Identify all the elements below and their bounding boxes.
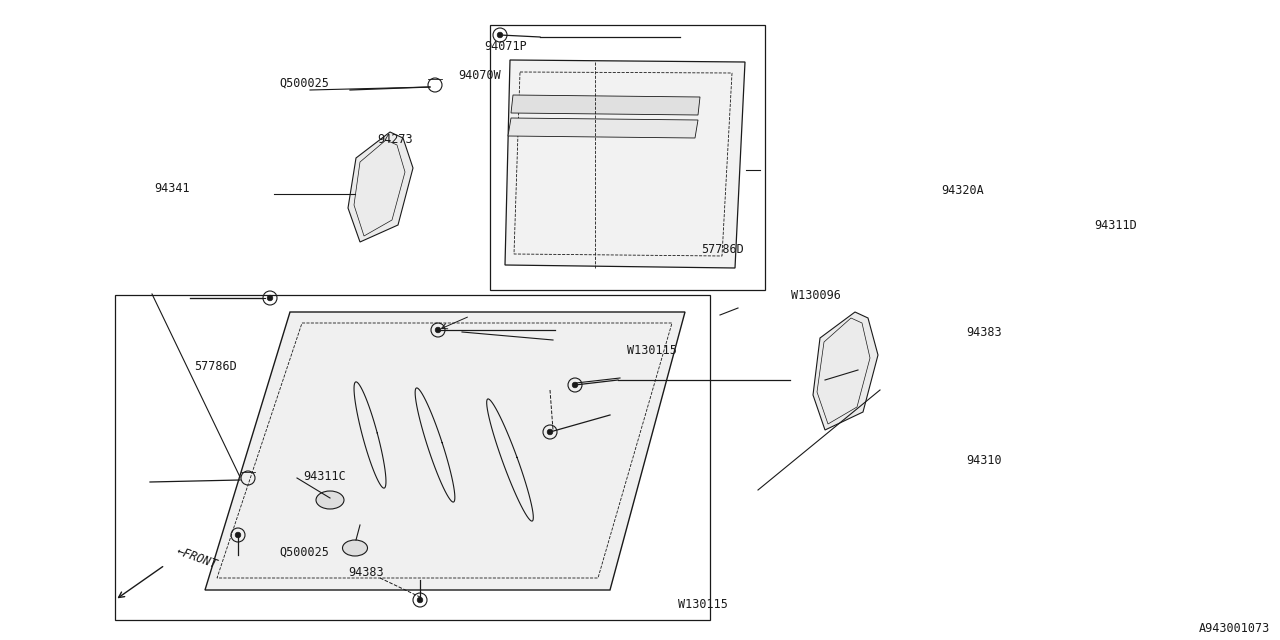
Text: ←FRONT: ←FRONT bbox=[175, 545, 220, 572]
Circle shape bbox=[435, 327, 440, 333]
Polygon shape bbox=[511, 95, 700, 115]
Text: 57786D: 57786D bbox=[701, 243, 744, 256]
Polygon shape bbox=[506, 60, 745, 268]
Text: 94383: 94383 bbox=[966, 326, 1002, 339]
Text: Q500025: Q500025 bbox=[279, 545, 329, 558]
Circle shape bbox=[497, 32, 503, 38]
Circle shape bbox=[417, 597, 422, 603]
Text: 94320A: 94320A bbox=[941, 184, 983, 197]
Polygon shape bbox=[205, 312, 685, 590]
Polygon shape bbox=[348, 132, 413, 242]
Text: W130096: W130096 bbox=[791, 289, 841, 302]
Text: 94071P: 94071P bbox=[484, 40, 526, 52]
Polygon shape bbox=[813, 312, 878, 430]
Polygon shape bbox=[508, 118, 698, 138]
Circle shape bbox=[572, 382, 577, 388]
Text: W130115: W130115 bbox=[627, 344, 677, 357]
Text: 94310: 94310 bbox=[966, 454, 1002, 467]
Circle shape bbox=[548, 429, 553, 435]
Text: 94383: 94383 bbox=[348, 566, 384, 579]
Text: 57786D: 57786D bbox=[195, 360, 237, 372]
Ellipse shape bbox=[343, 540, 367, 556]
Text: A943001073: A943001073 bbox=[1199, 621, 1270, 634]
Bar bbox=[490, 25, 765, 290]
Text: 94311D: 94311D bbox=[1094, 219, 1137, 232]
Circle shape bbox=[236, 532, 241, 538]
Text: W130115: W130115 bbox=[678, 598, 728, 611]
Text: 94070W: 94070W bbox=[458, 69, 500, 82]
Text: Q500025: Q500025 bbox=[279, 77, 329, 90]
Bar bbox=[115, 295, 710, 620]
Text: 94273: 94273 bbox=[378, 133, 413, 146]
Text: 94341: 94341 bbox=[154, 182, 189, 195]
Text: 94311C: 94311C bbox=[303, 470, 346, 483]
Circle shape bbox=[268, 295, 273, 301]
Ellipse shape bbox=[316, 491, 344, 509]
